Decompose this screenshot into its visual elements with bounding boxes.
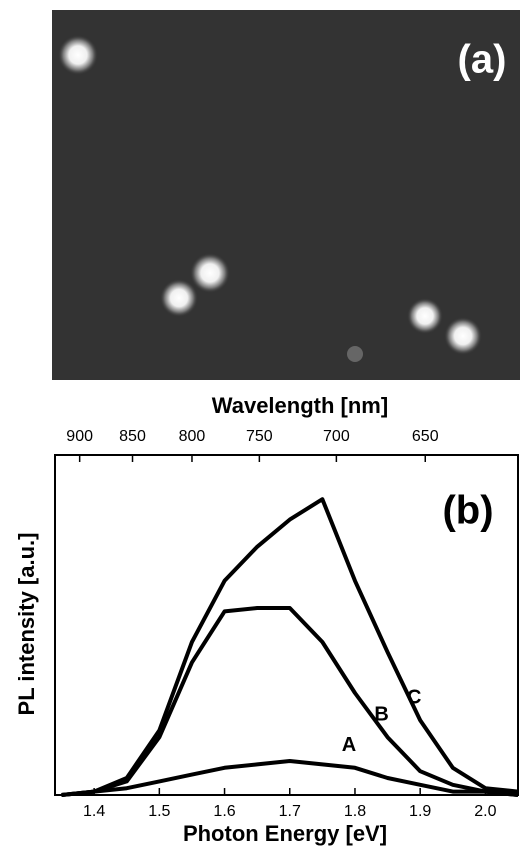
microscope-image: (a) — [52, 10, 520, 380]
series-line — [61, 606, 519, 797]
x-tick-label: 2.0 — [474, 803, 496, 820]
x2-axis-title: Wavelength [nm] — [212, 393, 388, 418]
x2-tick-label: 800 — [179, 428, 206, 445]
panel-label: (b) — [442, 489, 493, 533]
x2-tick-label: 750 — [246, 428, 273, 445]
series-label: A — [342, 734, 356, 756]
x2-tick-label: 900 — [66, 428, 93, 445]
series-label: C — [407, 686, 421, 708]
x-tick-label: 1.8 — [344, 803, 366, 820]
spot — [407, 298, 443, 334]
x-tick-label: 1.4 — [83, 803, 105, 820]
x-tick-label: 1.6 — [213, 803, 235, 820]
series-line — [61, 759, 519, 797]
spot — [58, 35, 98, 75]
spot — [190, 253, 230, 293]
x2-tick-label: 650 — [412, 428, 439, 445]
x-tick-label: 1.7 — [279, 803, 301, 820]
series-label: B — [374, 703, 388, 725]
y-axis-title: PL intensity [a.u.] — [14, 533, 39, 716]
x-axis-title: Photon Energy [eV] — [183, 821, 387, 846]
panel-label: (a) — [458, 38, 507, 82]
spot — [160, 279, 198, 317]
plot-frame — [54, 454, 519, 796]
x-tick-label: 1.5 — [148, 803, 170, 820]
x2-tick-label: 850 — [119, 428, 146, 445]
x-tick-label: 1.9 — [409, 803, 431, 820]
spot — [444, 317, 482, 355]
x2-tick-label: 700 — [323, 428, 350, 445]
series-line — [61, 497, 519, 797]
spot — [347, 346, 363, 362]
